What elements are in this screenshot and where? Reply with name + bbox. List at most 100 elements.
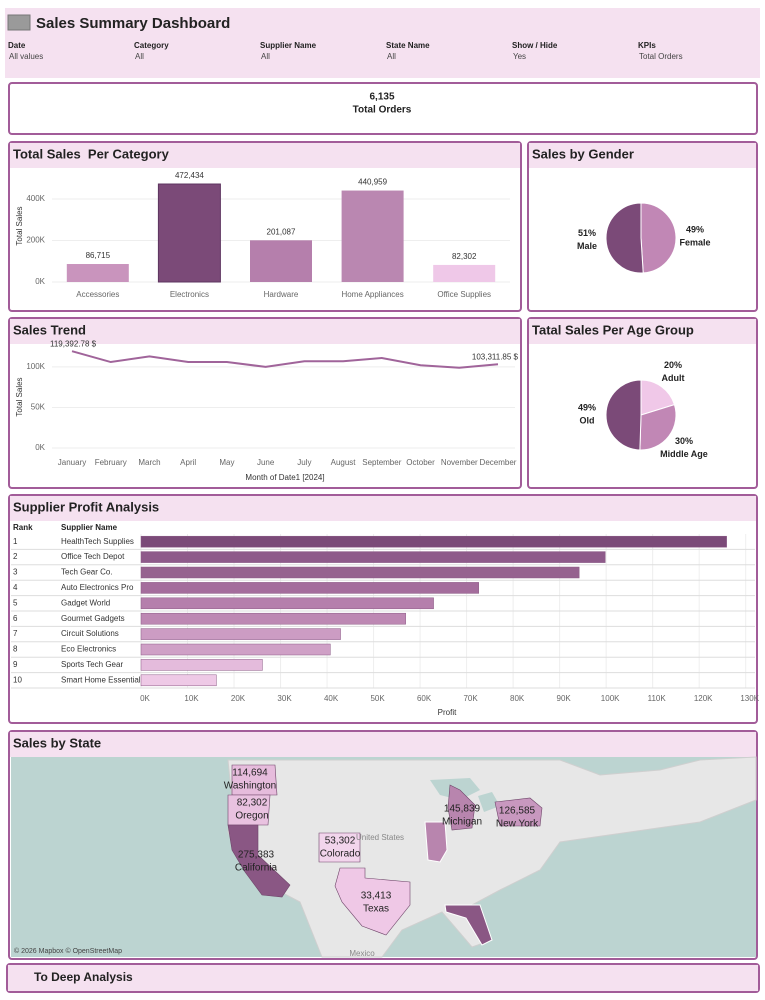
state-shape xyxy=(424,821,448,863)
filter-value: Yes xyxy=(513,52,526,61)
state-value: 275,383 xyxy=(238,850,275,861)
panel-strip xyxy=(10,319,520,344)
bar xyxy=(140,597,434,610)
value-label: 119,392.78 $ xyxy=(50,339,97,348)
x-tick-label: 100K xyxy=(601,694,620,703)
filter-label: Category xyxy=(134,41,169,50)
panel-title: Tatal Sales Per Age Group xyxy=(532,322,694,337)
pie-slice xyxy=(640,202,677,274)
state-value: 114,694 xyxy=(232,768,268,779)
y-tick-label: 0K xyxy=(35,443,45,452)
kpi-label: Total Orders xyxy=(353,105,412,116)
pie-slice xyxy=(640,379,676,416)
supplier-name: Gourmet Gadgets xyxy=(61,614,125,623)
state-value: 126,585 xyxy=(499,806,536,817)
supplier-name: Office Tech Depot xyxy=(61,552,125,561)
x-axis-label: Month of Date1 [2024] xyxy=(245,473,324,482)
filter-value: All xyxy=(135,52,144,61)
x-tick-label: January xyxy=(58,458,86,467)
value-label: 201,087 xyxy=(267,227,296,236)
value-label: 440,959 xyxy=(358,178,387,187)
supplier-name: Auto Electronics Pro xyxy=(61,583,134,592)
panel-title: Supplier Profit Analysis xyxy=(13,499,159,514)
dashboard-title: Sales Summary Dashboard xyxy=(36,15,230,32)
x-tick-label: 20K xyxy=(231,694,246,703)
state-name: Colorado xyxy=(320,849,361,860)
button-label[interactable]: To Deep Analysis xyxy=(34,970,133,984)
state-name: California xyxy=(235,863,278,874)
supplier-name: Gadget World xyxy=(61,598,110,607)
map-place: Mexico xyxy=(349,949,375,958)
rank: 4 xyxy=(13,583,18,592)
supplier-name: Eco Electronics xyxy=(61,645,116,654)
bar xyxy=(140,535,727,548)
y-tick-label: 100K xyxy=(26,362,45,371)
bar xyxy=(140,551,606,563)
x-tick-label: 30K xyxy=(277,694,292,703)
column-header: Supplier Name xyxy=(61,523,118,532)
x-tick-label: Hardware xyxy=(264,290,299,299)
x-tick-label: Electronics xyxy=(170,290,209,299)
x-tick-label: November xyxy=(441,458,478,467)
bar xyxy=(341,190,404,282)
x-axis-label: Profit xyxy=(438,708,457,717)
state-shape xyxy=(334,867,411,936)
panel-strip xyxy=(10,496,756,521)
x-tick-label: 40K xyxy=(324,694,339,703)
x-tick-label: 90K xyxy=(557,694,572,703)
state-value: 82,302 xyxy=(237,798,268,809)
column-header: Rank xyxy=(13,523,33,532)
state-value: 53,302 xyxy=(325,836,356,847)
filter-label: Supplier Name xyxy=(260,41,317,50)
x-tick-label: 50K xyxy=(370,694,385,703)
state-shape xyxy=(447,784,476,831)
state-shape xyxy=(231,764,278,796)
supplier-name: HealthTech Supplies xyxy=(61,537,134,546)
logo xyxy=(7,14,31,31)
panel-title: Sales Trend xyxy=(13,322,86,337)
filter-label: KPIs xyxy=(638,41,656,50)
x-tick-label: June xyxy=(257,458,275,467)
rank: 8 xyxy=(13,645,18,654)
x-tick-label: July xyxy=(297,458,311,467)
button-bg[interactable] xyxy=(8,965,758,991)
state-value: 145,839 xyxy=(444,804,481,815)
x-tick-label: February xyxy=(95,458,127,467)
x-tick-label: Accessories xyxy=(76,290,119,299)
value-label: 472,434 xyxy=(175,171,204,180)
bar xyxy=(433,264,496,282)
state-value: 33,413 xyxy=(361,891,392,902)
state-shape xyxy=(227,824,291,898)
filter-value: All xyxy=(387,52,396,61)
bar xyxy=(140,566,580,579)
slice-value-label: 20% xyxy=(664,360,682,370)
filters: Date All values Category All Supplier Name Al… xyxy=(8,41,683,61)
filter-label: Date xyxy=(8,41,26,50)
x-tick-label: March xyxy=(138,458,160,467)
slice-value-label: 51% xyxy=(578,228,596,238)
state-shape xyxy=(444,904,493,946)
y-axis-label: Total Sales xyxy=(15,377,24,416)
map-lake xyxy=(478,792,500,812)
bar xyxy=(140,628,341,640)
supplier-name: Smart Home Essentials xyxy=(61,675,145,684)
y-tick-label: 400K xyxy=(26,194,45,203)
kpi-value: 6,135 xyxy=(369,92,394,103)
x-tick-label: Office Supplies xyxy=(437,290,491,299)
y-tick-label: 0K xyxy=(35,277,45,286)
slice-label: Female xyxy=(679,238,710,248)
y-axis-label: Total Sales xyxy=(15,206,24,245)
x-tick-label: September xyxy=(362,458,401,467)
x-tick-label: April xyxy=(180,458,196,467)
bar xyxy=(140,674,217,687)
state-shape xyxy=(318,832,361,863)
filter-label: State Name xyxy=(386,41,430,50)
slice-label: Male xyxy=(577,241,597,251)
rank: 1 xyxy=(13,537,18,546)
filter-value: Total Orders xyxy=(639,52,683,61)
panel-strip xyxy=(10,143,520,168)
bar xyxy=(140,582,479,594)
filter-value: All values xyxy=(9,52,43,61)
state-shape xyxy=(494,797,543,827)
